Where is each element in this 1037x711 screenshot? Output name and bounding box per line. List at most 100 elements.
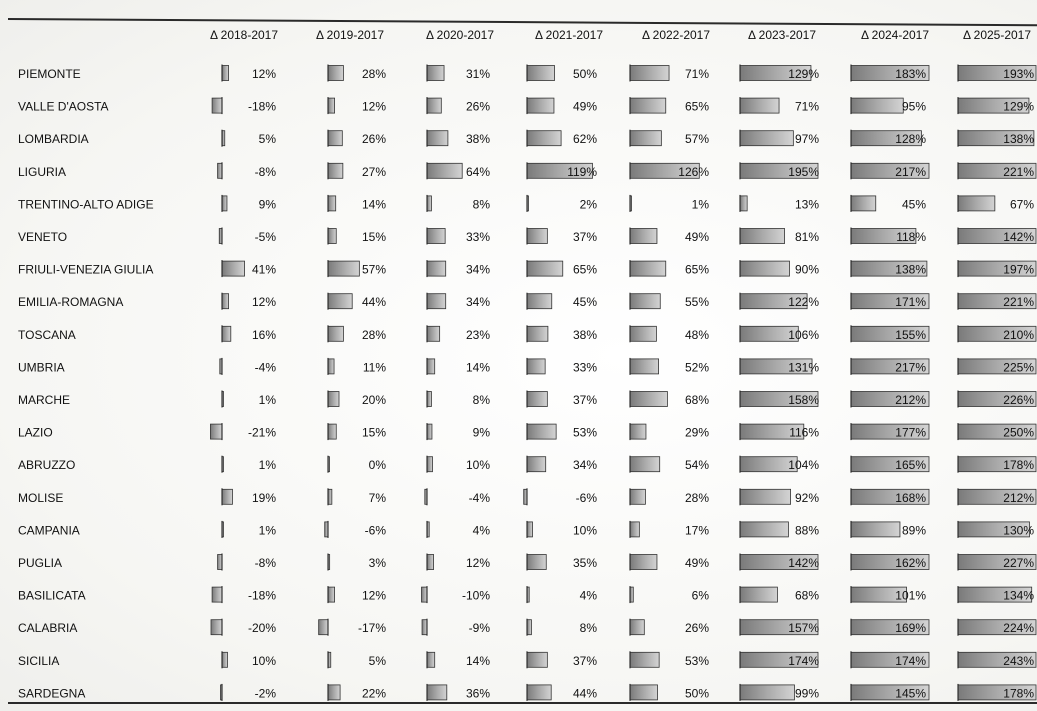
value-label: 157% <box>788 621 819 635</box>
bar <box>327 293 353 310</box>
value-label: 14% <box>362 197 386 211</box>
value-label: 12% <box>362 100 386 114</box>
value-label: 41% <box>252 263 276 277</box>
value-label: 13% <box>795 197 819 211</box>
value-label: 243% <box>1003 654 1034 668</box>
value-label: 12% <box>362 589 386 603</box>
value-label: -10% <box>462 589 490 603</box>
bar <box>850 195 877 212</box>
bar <box>426 456 433 473</box>
bar <box>327 488 333 505</box>
value-label: 11% <box>363 360 386 374</box>
value-label: 64% <box>466 165 490 179</box>
value-label: 145% <box>895 686 926 700</box>
value-label: 193% <box>1003 67 1034 81</box>
value-label: 15% <box>362 426 386 440</box>
bar <box>221 293 229 310</box>
column-header: Δ 2022-2017 <box>642 28 710 42</box>
bar <box>327 586 335 603</box>
value-label: 14% <box>466 654 490 668</box>
value-label: 138% <box>1003 132 1034 146</box>
value-label: 16% <box>252 328 276 342</box>
bar <box>629 65 670 81</box>
value-label: 67% <box>1010 197 1034 211</box>
bar <box>629 130 662 147</box>
value-label: 171% <box>895 295 926 309</box>
value-label: 89% <box>902 523 926 537</box>
bar <box>629 521 640 538</box>
value-label: 38% <box>573 328 597 342</box>
value-label: 35% <box>573 556 597 570</box>
bar <box>526 456 547 473</box>
value-label: 101% <box>895 589 926 603</box>
column-header: Δ 2020-2017 <box>426 28 494 42</box>
bar <box>629 684 658 701</box>
value-label: 225% <box>1003 360 1034 374</box>
bar <box>739 130 794 147</box>
value-label: -6% <box>576 491 598 505</box>
bar <box>739 488 791 505</box>
value-label: 71% <box>685 67 709 81</box>
value-label: 183% <box>895 67 926 81</box>
value-label: 34% <box>573 458 597 472</box>
value-label: -6% <box>365 523 387 537</box>
value-label: 37% <box>573 654 597 668</box>
region-label: UMBRIA <box>18 360 65 374</box>
value-label: 217% <box>895 360 926 374</box>
value-label: 22% <box>362 686 386 700</box>
bar <box>211 97 223 114</box>
bar <box>739 586 778 603</box>
value-label: 226% <box>1003 393 1034 407</box>
region-label: TRENTINO-ALTO ADIGE <box>18 197 154 211</box>
value-label: 37% <box>573 230 597 244</box>
value-label: 195% <box>788 165 819 179</box>
value-label: 12% <box>252 295 276 309</box>
value-label: 45% <box>573 295 597 309</box>
value-label: 165% <box>895 458 926 472</box>
value-label: 53% <box>685 654 709 668</box>
value-label: 106% <box>788 328 819 342</box>
value-label: 0% <box>369 458 387 472</box>
value-label: 95% <box>902 100 926 114</box>
value-label: 138% <box>895 263 926 277</box>
value-label: 19% <box>252 491 276 505</box>
bar <box>629 554 658 570</box>
value-label: 29% <box>685 426 709 440</box>
region-label: ABRUZZO <box>18 458 75 472</box>
value-label: 9% <box>473 426 491 440</box>
value-label: 12% <box>466 556 490 570</box>
bar <box>217 162 223 179</box>
bar <box>327 684 341 701</box>
bar <box>526 423 557 440</box>
value-label: 1% <box>259 523 277 537</box>
value-label: 104% <box>788 458 819 472</box>
value-label: 1% <box>259 458 277 472</box>
region-label: CALABRIA <box>18 621 77 635</box>
bar <box>426 130 449 147</box>
bar <box>327 65 344 81</box>
value-label: 122% <box>788 295 819 309</box>
value-label: 34% <box>466 263 490 277</box>
value-label: 15% <box>362 230 386 244</box>
value-label: 8% <box>473 197 491 211</box>
bar <box>327 130 343 147</box>
region-label: PUGLIA <box>18 556 62 570</box>
region-label: BASILICATA <box>18 589 86 603</box>
value-label: 129% <box>788 67 819 81</box>
value-label: 1% <box>259 393 277 407</box>
value-label: 5% <box>369 654 387 668</box>
region-label: MARCHE <box>18 393 70 407</box>
value-label: 28% <box>362 328 386 342</box>
value-label: 28% <box>685 491 709 505</box>
value-label: 31% <box>466 67 490 81</box>
bar <box>526 293 553 310</box>
bar <box>327 358 335 375</box>
bar <box>629 358 660 375</box>
region-label: VENETO <box>18 230 67 244</box>
bar <box>426 554 434 570</box>
bar <box>426 293 447 310</box>
region-label: PIEMONTE <box>18 67 81 81</box>
bar <box>629 293 661 310</box>
bar <box>217 554 223 570</box>
